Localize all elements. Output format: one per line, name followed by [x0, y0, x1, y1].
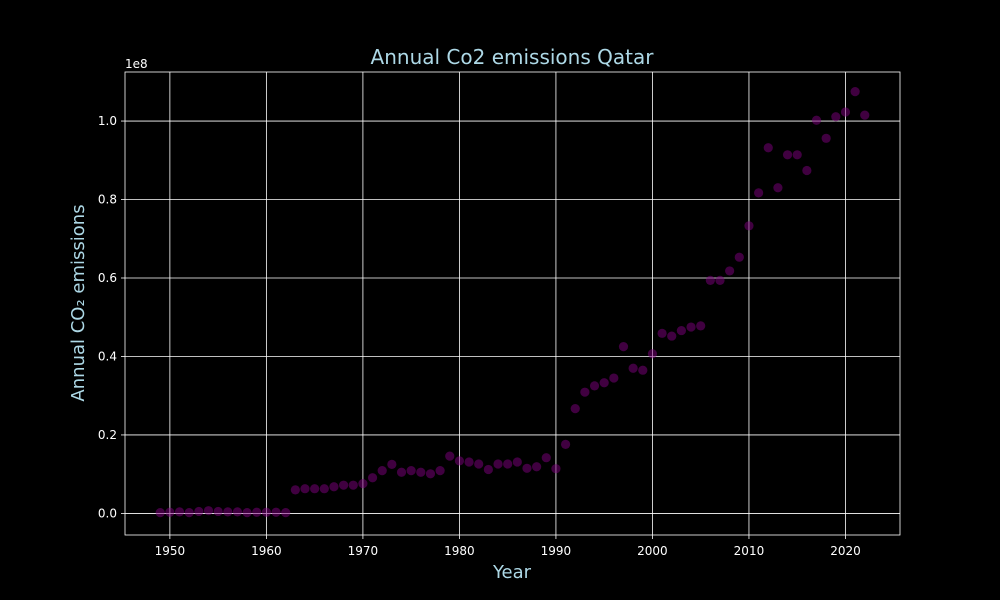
data-point [618, 342, 629, 352]
data-point [300, 484, 310, 494]
data-point [811, 115, 822, 125]
data-point [261, 507, 271, 517]
data-point [696, 321, 706, 331]
y-tick-label: 0.0 [98, 506, 117, 520]
data-point [840, 107, 851, 117]
data-point [339, 480, 349, 490]
data-point [348, 480, 358, 490]
data-point [454, 456, 465, 466]
data-point [763, 143, 773, 153]
data-point [647, 349, 658, 359]
data-point [329, 482, 339, 492]
data-point [425, 469, 436, 479]
y-tick-label: 0.8 [98, 193, 117, 207]
data-point [754, 188, 764, 198]
x-tick-label: 1990 [541, 544, 572, 558]
x-axis-label: Year [492, 562, 532, 583]
data-point [416, 467, 426, 477]
data-point [184, 508, 194, 518]
data-point [242, 508, 252, 518]
data-point [232, 507, 243, 517]
data-point [570, 404, 580, 414]
data-points [155, 87, 870, 518]
data-point [503, 459, 513, 469]
data-point [522, 463, 532, 473]
y-axis-label: Annual CO₂ emissions [68, 204, 89, 401]
data-point [165, 507, 175, 517]
data-point [580, 387, 590, 397]
y-axis-offset-label: 1e8 [125, 57, 148, 71]
data-point [387, 459, 397, 469]
data-point [512, 457, 522, 467]
data-point [831, 112, 841, 122]
plot-area-frame [124, 71, 901, 536]
data-point [850, 87, 860, 97]
data-point [483, 464, 493, 475]
data-point [628, 363, 638, 373]
data-point [821, 133, 831, 143]
data-point [377, 466, 387, 476]
data-point [406, 466, 416, 476]
chart-title: Annual Co2 emissions Qatar [371, 45, 655, 69]
data-point [860, 110, 870, 120]
data-point [744, 221, 754, 231]
data-point [319, 484, 329, 494]
x-tick-label: 1970 [348, 544, 379, 558]
data-point [223, 507, 233, 517]
data-point [367, 473, 378, 483]
data-point [474, 459, 484, 469]
data-point [560, 439, 571, 449]
data-point [174, 507, 185, 517]
data-point [734, 252, 744, 262]
data-point [541, 453, 551, 463]
y-tick-label: 0.6 [98, 271, 117, 285]
data-point [686, 322, 696, 332]
data-point [213, 506, 223, 517]
y-tick-label: 1.0 [98, 114, 117, 128]
x-tick-label: 1950 [155, 544, 186, 558]
x-tick-label: 1980 [444, 544, 475, 558]
data-point [358, 478, 368, 489]
data-point [493, 459, 503, 469]
data-point [445, 451, 455, 461]
data-point [792, 150, 802, 160]
data-point [705, 275, 715, 285]
data-point [194, 506, 204, 517]
data-point [773, 183, 783, 193]
x-tick-label: 1960 [251, 544, 282, 558]
data-point [281, 508, 291, 518]
data-point [290, 485, 300, 495]
data-point [396, 467, 407, 477]
axis-ticks: 1950 1960 1970 1980 1990 2000 2010 2020 0.0 0.2 0.… [98, 114, 861, 558]
x-tick-label: 2020 [830, 544, 861, 558]
data-point [252, 507, 262, 517]
data-point [532, 462, 542, 472]
data-point [638, 365, 648, 375]
data-point [155, 508, 165, 518]
grid [125, 72, 900, 535]
data-point [435, 466, 445, 476]
y-tick-label: 0.2 [98, 428, 117, 442]
data-point [657, 328, 667, 338]
data-point [464, 457, 474, 467]
data-point [676, 325, 686, 336]
x-tick-label: 2010 [734, 544, 765, 558]
data-point [715, 275, 725, 285]
data-point [310, 484, 320, 494]
data-point [551, 464, 561, 474]
data-point [609, 373, 619, 383]
x-tick-label: 2000 [637, 544, 668, 558]
data-point [725, 266, 735, 276]
data-point [802, 165, 812, 176]
data-point [271, 507, 281, 517]
data-point [782, 150, 793, 160]
data-point [667, 331, 677, 341]
y-tick-label: 0.4 [98, 349, 117, 363]
data-point [589, 381, 600, 391]
data-point [203, 506, 214, 516]
data-point [599, 378, 609, 388]
